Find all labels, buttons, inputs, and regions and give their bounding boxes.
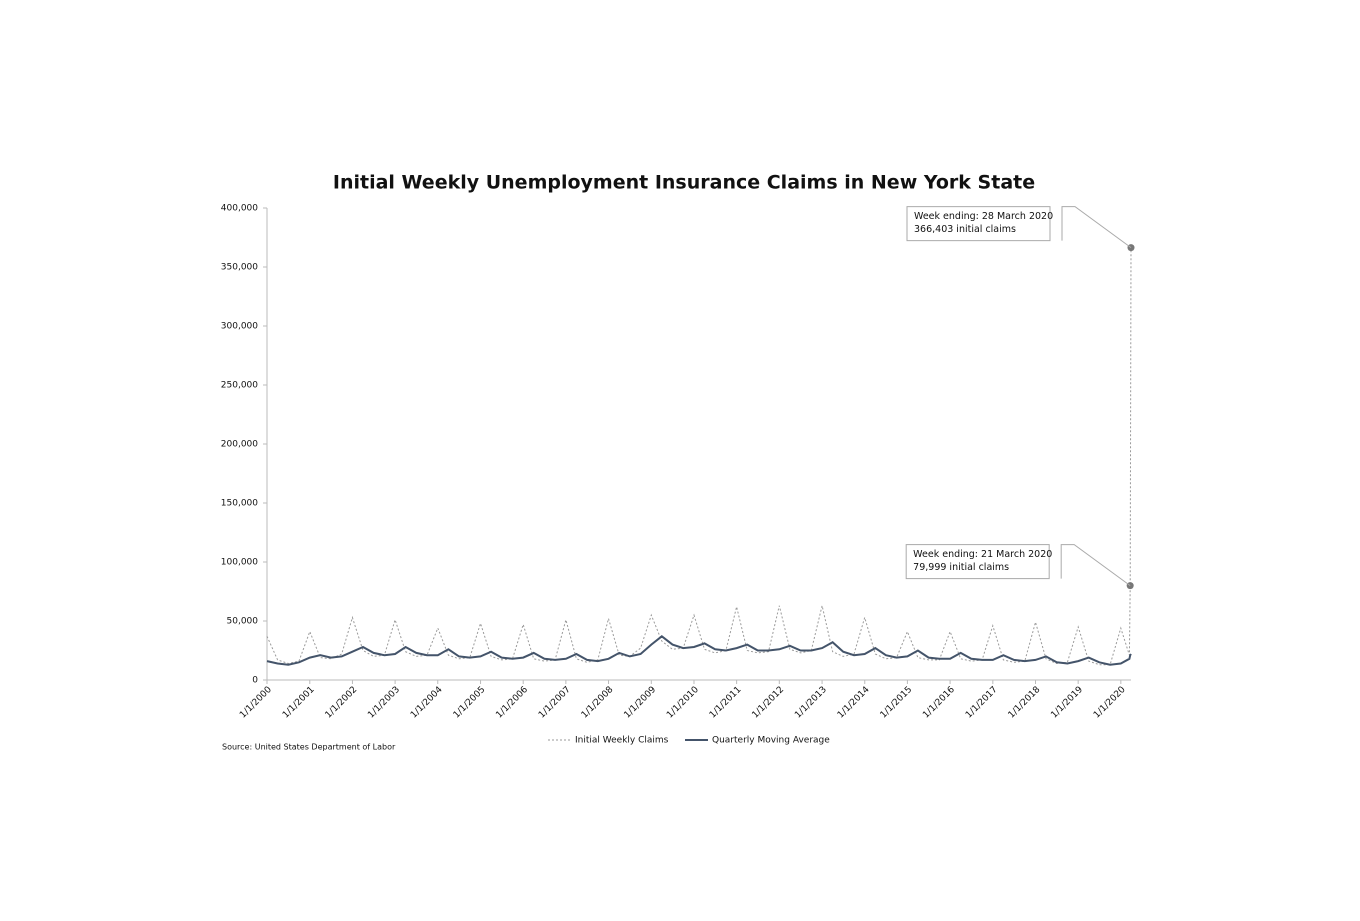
y-tick-label: 400,000 — [221, 204, 258, 214]
x-tick-label: 1/1/2019 — [1049, 685, 1085, 721]
y-tick-label: 0 — [252, 676, 258, 686]
x-tick-label: 1/1/2010 — [665, 685, 701, 721]
x-tick-label: 1/1/2018 — [1007, 685, 1043, 721]
x-tick-label: 1/1/2004 — [409, 685, 445, 721]
annotation-connector — [1060, 544, 1131, 587]
y-tick-label: 300,000 — [221, 322, 258, 332]
x-tick-label: 1/1/2013 — [793, 685, 829, 721]
x-tick-label: 1/1/2015 — [879, 685, 915, 721]
y-tick-label: 150,000 — [221, 499, 258, 509]
x-tick-label: 1/1/2008 — [580, 685, 616, 721]
y-tick-label: 50,000 — [227, 617, 259, 627]
y-tick-label: 100,000 — [221, 558, 258, 568]
x-tick-label: 1/1/2016 — [921, 685, 957, 721]
legend-label: Initial Weekly Claims — [575, 736, 669, 746]
x-tick-label: 1/1/2017 — [964, 685, 1000, 721]
x-tick-label: 1/1/2009 — [623, 685, 659, 721]
annotation-text: 79,999 initial claims — [913, 562, 1009, 573]
annotation-text: 366,403 initial claims — [914, 224, 1016, 235]
series-line — [266, 247, 1132, 666]
y-tick-label: 250,000 — [221, 381, 258, 391]
x-tick-label: 1/1/2000 — [238, 685, 274, 721]
x-tick-label: 1/1/2002 — [324, 685, 360, 721]
annotation-connector — [1061, 206, 1132, 249]
x-tick-label: 1/1/2003 — [366, 685, 402, 721]
annotation-text: Week ending: 28 March 2020 — [914, 211, 1053, 222]
x-tick-label: 1/1/2014 — [836, 685, 872, 721]
x-tick-label: 1/1/2007 — [537, 685, 573, 721]
x-tick-label: 1/1/2005 — [452, 685, 488, 721]
series-line — [266, 635, 1132, 666]
annotation-box — [905, 544, 1050, 580]
y-tick-label: 350,000 — [221, 263, 258, 273]
chart-title: Initial Weekly Unemployment Insurance Cl… — [333, 172, 1035, 194]
legend-label: Quarterly Moving Average — [712, 736, 830, 746]
x-tick-label: 1/1/2012 — [751, 685, 787, 721]
annotation-box — [906, 206, 1051, 242]
y-tick-label: 200,000 — [221, 440, 258, 450]
x-tick-label: 1/1/2011 — [708, 685, 744, 721]
x-tick-label: 1/1/2001 — [281, 685, 317, 721]
x-tick-label: 1/1/2006 — [494, 685, 530, 721]
annotation-text: Week ending: 21 March 2020 — [913, 549, 1052, 560]
source-note: Source: United States Department of Labo… — [222, 743, 396, 752]
x-tick-label: 1/1/2020 — [1092, 685, 1128, 721]
